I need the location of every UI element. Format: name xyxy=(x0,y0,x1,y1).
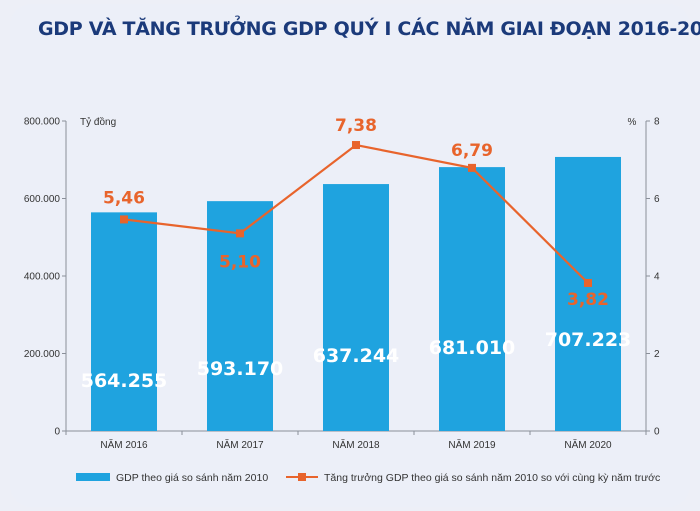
growth-value-label: 7,38 xyxy=(335,116,377,136)
legend-bar-swatch xyxy=(76,473,110,481)
chart-legend: GDP theo giá so sánh năm 2010 Tăng trưởng… xyxy=(76,472,660,484)
bar-value-label: 637.244 xyxy=(313,345,400,367)
category-label: NĂM 2020 xyxy=(564,438,612,451)
bar-series xyxy=(91,156,621,431)
growth-value-label: 5,46 xyxy=(103,188,145,208)
left-tick-label: 400.000 xyxy=(24,272,61,283)
right-tick-label: 2 xyxy=(654,349,660,360)
chart-title: GDP VÀ TĂNG TRƯỞNG GDP QUÝ I CÁC NĂM GIA… xyxy=(38,18,700,40)
legend-bar-label: GDP theo giá so sánh năm 2010 xyxy=(116,472,268,484)
category-label: NĂM 2016 xyxy=(100,438,148,451)
growth-point xyxy=(352,141,360,150)
growth-point xyxy=(584,278,592,287)
bar-value-label: 564.255 xyxy=(81,370,168,392)
left-axis-unit: Tỷ đồng xyxy=(80,116,116,128)
growth-value-label: 3,82 xyxy=(567,290,609,310)
line-series xyxy=(120,141,592,287)
right-tick-label: 4 xyxy=(654,272,660,283)
growth-value-label: 5,10 xyxy=(219,252,261,272)
category-label: NĂM 2018 xyxy=(332,438,380,451)
category-label: NĂM 2017 xyxy=(216,438,264,451)
right-tick-label: 0 xyxy=(654,427,660,438)
right-tick-label: 8 xyxy=(654,117,660,128)
left-tick-label: 600.000 xyxy=(24,194,61,205)
bar xyxy=(439,167,505,431)
category-label: NĂM 2019 xyxy=(448,438,496,451)
bar xyxy=(555,156,621,431)
left-tick-label: 200.000 xyxy=(24,349,61,360)
left-tick-label: 800.000 xyxy=(24,117,61,128)
growth-value-label: 6,79 xyxy=(451,141,493,161)
chart-axes: 0 200.000 400.000 600.000 800.000 0 2 4 6 8 Tỷ đồn… xyxy=(24,116,660,451)
bar xyxy=(91,212,157,431)
legend-line-label: Tăng trưởng GDP theo giá so sánh năm 201… xyxy=(324,472,660,484)
growth-point xyxy=(236,229,244,238)
left-tick-label: 0 xyxy=(54,427,60,438)
growth-point xyxy=(120,215,128,224)
bar-value-label: 593.170 xyxy=(197,358,284,380)
bar-value-label: 681.010 xyxy=(429,337,516,359)
right-tick-label: 6 xyxy=(654,194,660,205)
growth-point xyxy=(468,163,476,172)
bar xyxy=(207,201,273,431)
bar xyxy=(323,184,389,431)
data-labels: 564.255 593.170 637.244 681.010 707.223 5,46 5… xyxy=(81,116,632,392)
bar-value-label: 707.223 xyxy=(545,329,632,351)
right-axis-unit: % xyxy=(628,117,637,128)
legend-line-marker xyxy=(298,473,306,481)
